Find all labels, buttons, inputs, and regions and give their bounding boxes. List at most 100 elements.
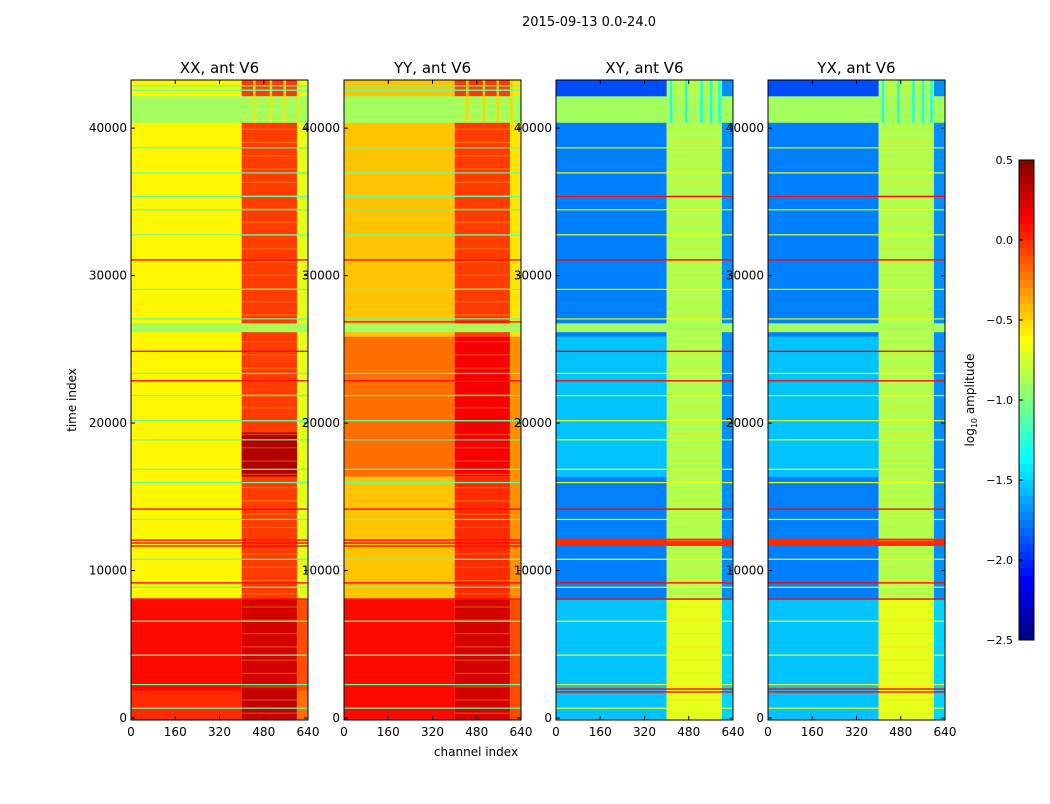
colorbar-tick-label: −1.5	[986, 474, 1013, 487]
heatmap-block	[933, 599, 945, 720]
flagged-row-line	[131, 654, 308, 656]
heatmap-texture-row	[241, 141, 297, 144]
heatmap-texture-row	[878, 672, 934, 675]
flagged-row-line	[344, 707, 521, 709]
colorbar-segment	[1019, 592, 1034, 601]
y-tick-label: 40000	[726, 121, 764, 135]
heatmap-texture-row	[878, 128, 934, 130]
heatmap-texture-row	[878, 460, 934, 462]
heatmap-texture-row	[878, 540, 934, 542]
flagged-row-line	[556, 586, 733, 588]
colorbar-segment	[1019, 176, 1034, 185]
heatmap-channel-stripe	[466, 80, 469, 123]
heatmap-texture-row	[454, 301, 510, 303]
flagged-row-line	[344, 654, 521, 656]
heatmap-texture-row	[878, 274, 934, 276]
heatmap-texture-row	[454, 699, 510, 701]
heatmap-texture-row	[241, 473, 297, 475]
heatmap-texture-row	[666, 301, 722, 303]
heatmap-texture-row	[454, 566, 510, 568]
colorbar-segment	[1019, 608, 1034, 617]
high-amplitude-row-line	[131, 539, 308, 541]
heatmap-channel-stripe	[881, 80, 885, 123]
heatmap-block	[296, 80, 308, 600]
colorbar-segment	[1019, 472, 1034, 481]
flagged-row-line	[556, 234, 733, 236]
heatmap-texture-row	[666, 632, 722, 635]
heatmap-texture-row	[241, 593, 297, 595]
colorbar-segment	[1019, 584, 1034, 593]
heatmap-texture-row	[454, 686, 510, 688]
heatmap-texture-row	[666, 407, 722, 409]
heatmap-texture-row	[666, 460, 722, 462]
colorbar-segment	[1019, 552, 1034, 561]
x-tick-label: 0	[127, 725, 135, 739]
heatmap-channel-stripe	[297, 80, 300, 123]
panel-xx: XX, ant V6 0 160 320 480 640 0 10000 20000 30000 4…	[89, 59, 320, 739]
high-amplitude-row-line	[556, 380, 733, 382]
heatmap-texture-row	[241, 102, 297, 104]
colorbar-segment	[1019, 512, 1034, 521]
heatmap-texture-row	[878, 367, 934, 369]
heatmap-texture-row	[666, 593, 722, 595]
y-tick-label: 10000	[726, 564, 764, 578]
flagged-row-line	[344, 288, 521, 291]
flagged-row-line	[556, 518, 733, 521]
heatmap-texture-row	[666, 447, 722, 449]
heatmap-texture-row	[454, 433, 510, 436]
colorbar-segment	[1019, 160, 1034, 169]
high-amplitude-row-line	[344, 545, 521, 547]
flagged-row-line	[556, 209, 733, 211]
heatmap-texture-row	[241, 407, 297, 409]
y-tick-label: 20000	[514, 416, 552, 430]
panel-title: YX, ant V6	[816, 59, 895, 77]
heatmap-block	[454, 599, 510, 720]
heatmap-texture-row	[666, 672, 722, 675]
colorbar-segment	[1019, 296, 1034, 305]
heatmap-texture-row	[878, 341, 934, 343]
heatmap-texture-row	[878, 433, 934, 436]
heatmap-texture-row	[666, 327, 722, 329]
high-amplitude-row-line	[768, 350, 945, 353]
heatmap-texture-row	[454, 141, 510, 144]
panel-title: YY, ant V6	[393, 59, 471, 77]
figure-title: 2015-09-13 0.0-24.0	[522, 15, 656, 30]
high-amplitude-row-line	[556, 259, 733, 261]
x-tick-label: 0	[764, 725, 772, 739]
x-tick-label: 0	[552, 725, 560, 739]
flagged-row-line	[131, 481, 308, 484]
heatmap-block	[721, 599, 733, 720]
heatmap-texture-row	[454, 208, 510, 210]
heatmap-texture-row	[878, 606, 934, 608]
flagged-row-line	[768, 147, 945, 149]
x-tick-label: 160	[377, 725, 400, 739]
colorbar-segment	[1019, 208, 1034, 217]
flagged-row-line	[556, 684, 733, 686]
heatmap-block	[241, 432, 297, 477]
heatmap-texture-row	[878, 195, 934, 197]
flagged-row-line	[768, 518, 945, 521]
heatmap-channel-stripe	[510, 80, 513, 123]
heatmap-texture-row	[241, 301, 297, 303]
heatmap-block	[131, 690, 242, 720]
flagged-row-line	[344, 468, 521, 470]
heatmap-texture-row	[454, 526, 510, 529]
colorbar-segment	[1019, 536, 1034, 545]
flagged-row-line	[131, 172, 308, 174]
x-tick-label: 320	[421, 725, 444, 739]
heatmap-texture-row	[241, 327, 297, 329]
heatmap-texture-row	[454, 646, 510, 648]
flagged-row-line	[344, 481, 521, 484]
flagged-row-line	[131, 586, 308, 588]
heatmap-texture-row	[666, 128, 722, 130]
heatmap-texture-row	[878, 221, 934, 223]
flagged-row-line	[344, 195, 521, 198]
heatmap-texture-row	[666, 168, 722, 170]
heatmap-texture-row	[878, 659, 934, 661]
heatmap-texture-row	[454, 473, 510, 475]
heatmap-texture-row	[241, 248, 297, 250]
colorbar-segment	[1019, 304, 1034, 313]
colorbar-segment	[1019, 248, 1034, 257]
flagged-row-line	[131, 558, 308, 560]
heatmap-texture-row	[878, 500, 934, 502]
